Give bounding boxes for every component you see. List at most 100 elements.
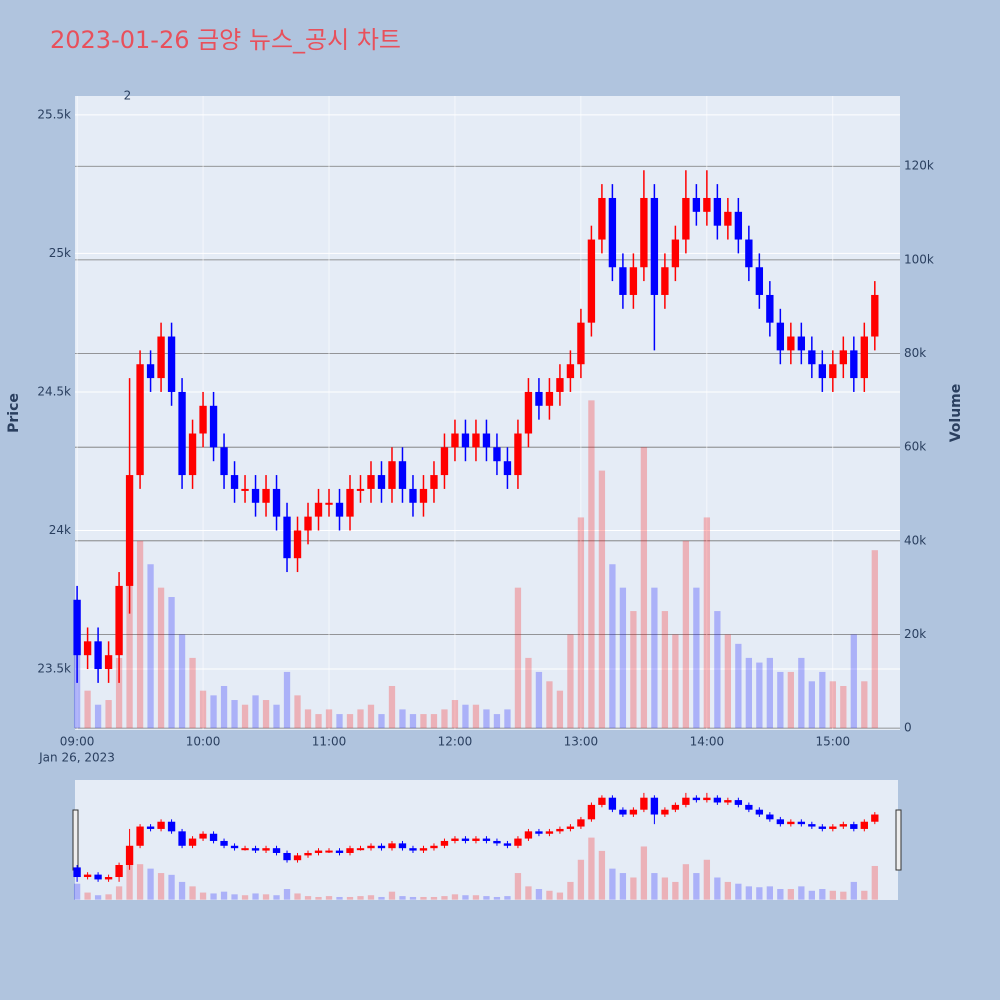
candle-body <box>188 433 197 476</box>
volume-bar <box>609 564 616 729</box>
candle-body <box>199 405 207 434</box>
candle-body <box>787 336 795 351</box>
candle-body <box>703 197 711 212</box>
candle-body <box>398 461 407 489</box>
slider-volume-bar <box>336 896 343 900</box>
slider-candle <box>577 819 585 827</box>
volume-bar <box>325 709 333 729</box>
slider-candle <box>472 838 480 841</box>
plot-area <box>75 96 900 730</box>
candle-body <box>104 655 113 670</box>
volume-bar <box>420 714 427 729</box>
slider-volume-bar <box>829 890 836 900</box>
slider-volume-bar <box>630 877 637 900</box>
annotation: 2 <box>124 89 132 103</box>
candle-body <box>136 364 144 476</box>
slider-candle <box>241 848 249 851</box>
candle-body <box>640 197 648 268</box>
slider-volume-bar <box>325 896 333 900</box>
slider-candle <box>661 809 669 815</box>
volume-bar <box>861 681 868 729</box>
candle-body <box>430 475 438 489</box>
volume-bar <box>451 700 459 729</box>
volume-bar <box>777 671 784 729</box>
slider-volume-bar <box>420 896 427 900</box>
volume-bar <box>273 704 280 729</box>
slider-candle <box>209 833 218 841</box>
slider-candle <box>839 824 847 827</box>
slider-candle <box>178 831 186 846</box>
slider-volume-bar <box>157 873 165 900</box>
slider-volume-bar <box>535 889 543 900</box>
slider-candle <box>398 843 407 849</box>
volume-bar <box>630 611 637 729</box>
candle-body <box>577 322 585 365</box>
y2-tick-label: 60k <box>904 440 926 454</box>
volume-bar <box>577 517 585 729</box>
slider-volume-bar <box>462 895 469 900</box>
y2-axis-title: Volume <box>948 384 964 443</box>
slider-volume-bar <box>105 894 112 900</box>
candle-body <box>220 447 228 476</box>
candle-body <box>241 488 249 491</box>
slider-candle <box>556 828 564 832</box>
slider-volume-bar <box>787 889 794 900</box>
candle-body <box>619 267 627 295</box>
volume-bar <box>682 540 690 729</box>
y2-tick-label: 80k <box>904 346 926 360</box>
slider-candle <box>829 826 837 829</box>
volume-bar <box>210 695 217 729</box>
slider-handle[interactable] <box>895 809 902 871</box>
slider-candle <box>293 855 302 861</box>
candle-body <box>314 502 323 517</box>
candle-body <box>409 488 417 503</box>
volume-bar <box>640 447 648 729</box>
volume-bar <box>199 690 207 729</box>
slider-candle <box>871 814 879 822</box>
candle-body <box>692 197 701 212</box>
slider-candle <box>230 845 239 849</box>
volume-bar <box>147 564 154 729</box>
slider-handle[interactable] <box>72 809 79 871</box>
volume-bar <box>588 400 595 729</box>
candle-body <box>598 197 606 240</box>
slider-volume-bar <box>661 877 669 900</box>
slider-candle <box>734 800 743 805</box>
candle-body <box>367 475 375 489</box>
volume-bar <box>672 634 679 729</box>
slider-candle <box>451 838 459 841</box>
candle-body <box>346 488 354 517</box>
slider-candle <box>283 852 291 861</box>
candle-body <box>713 197 722 226</box>
slider-candle <box>356 848 365 851</box>
x-tick-label: 10:00 <box>186 735 221 749</box>
slider-candle <box>125 845 134 865</box>
candle-body <box>850 350 858 379</box>
slider-volume-bar <box>378 896 385 900</box>
candle-body <box>818 364 827 379</box>
slider-volume-bar <box>115 886 123 900</box>
volume-bar <box>504 709 511 729</box>
candle-body <box>608 197 617 268</box>
candle-body <box>766 294 774 323</box>
candle-body <box>776 322 785 351</box>
slider-volume-bar <box>577 859 585 900</box>
slider-volume-bar <box>241 895 249 900</box>
candle-body <box>535 391 543 406</box>
volume-bar <box>808 681 815 729</box>
slider-volume-bar <box>693 873 700 900</box>
slider-candle <box>73 867 81 878</box>
candle-body <box>157 336 165 379</box>
volume-bar <box>556 690 564 729</box>
slider-volume-bar <box>94 895 102 900</box>
candle-body <box>514 433 522 476</box>
volume-bar <box>94 704 102 729</box>
slider-candle <box>304 852 312 856</box>
slider-candle <box>199 833 207 839</box>
slider-volume-bar <box>556 892 564 900</box>
candle-body <box>356 488 365 491</box>
candle-body <box>388 461 396 489</box>
candle-body <box>283 516 291 559</box>
candle-body <box>797 336 806 351</box>
